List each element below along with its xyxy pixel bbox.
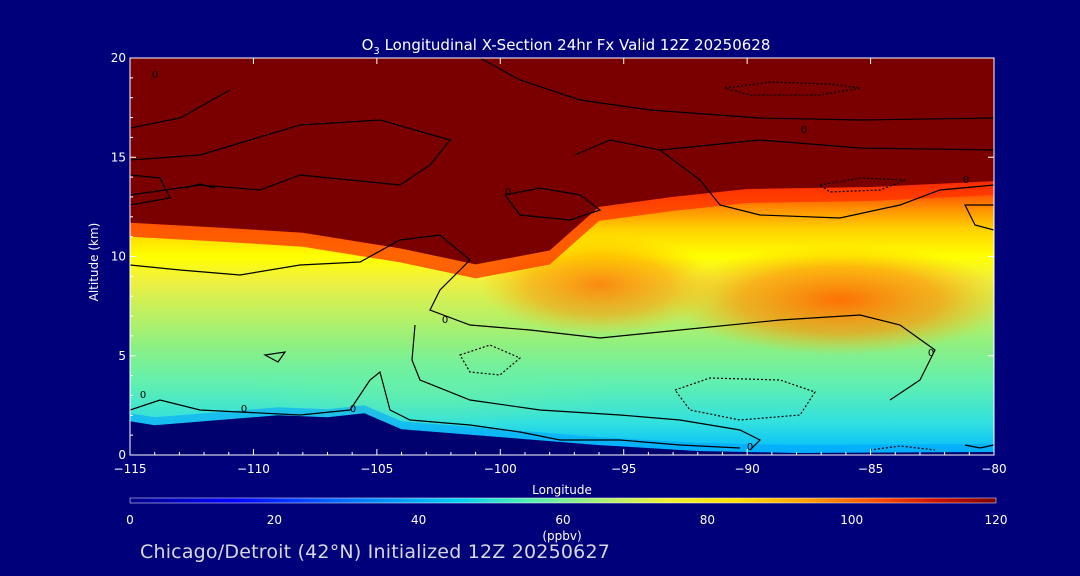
contour-line bbox=[504, 187, 602, 221]
colorbar bbox=[129, 497, 997, 504]
contour-line bbox=[659, 139, 994, 151]
contour-line bbox=[964, 204, 994, 231]
terrain-layer bbox=[130, 405, 994, 455]
contour-line bbox=[130, 370, 741, 449]
contour-lines bbox=[130, 58, 994, 451]
colorbar-tick-label: 20 bbox=[267, 513, 282, 527]
contour-label: 0 bbox=[241, 404, 247, 415]
x-tick-label: −85 bbox=[858, 462, 883, 476]
contour-line bbox=[411, 324, 762, 451]
stratosphere-layer bbox=[130, 58, 994, 279]
contour-line bbox=[130, 119, 452, 196]
contour-line bbox=[184, 183, 216, 189]
colorbar-tick-label: 100 bbox=[840, 513, 863, 527]
x-tick-label: −95 bbox=[611, 462, 636, 476]
y-tick-label: 10 bbox=[111, 250, 126, 264]
contour-line bbox=[130, 174, 171, 206]
contour-line-dotted bbox=[724, 81, 861, 96]
x-axis: −115 −110 −105 −100 −95 −90 −85 −80 bbox=[114, 58, 1007, 476]
contour-line-dotted bbox=[674, 377, 816, 421]
terrain-region bbox=[130, 413, 994, 455]
y-tick-label: 5 bbox=[118, 349, 126, 363]
chart-title: O3 Longitudinal X-Section 24hr Fx Valid … bbox=[362, 36, 771, 57]
colorbar-tick-label: 120 bbox=[985, 513, 1008, 527]
contour-line-dotted bbox=[818, 177, 906, 193]
y-axis: 0 5 10 15 20 bbox=[111, 51, 994, 462]
colorbar-ticks: 0 20 40 60 80 100 120 bbox=[126, 513, 1007, 527]
contour-line bbox=[479, 58, 994, 121]
colorbar-label: (ppbv) bbox=[542, 529, 581, 543]
colorbar-tick-label: 0 bbox=[126, 513, 134, 527]
colorbar-tick-label: 80 bbox=[700, 513, 715, 527]
plot-area: 0 0 0 0 0 0 0 0 0 0 bbox=[130, 58, 994, 455]
x-axis-label: Longitude bbox=[532, 483, 592, 497]
contour-line-dotted bbox=[869, 445, 936, 451]
contour-label: 0 bbox=[505, 187, 511, 198]
x-tick-label: −110 bbox=[237, 462, 270, 476]
y-axis-label: Altitude (km) bbox=[87, 223, 101, 302]
footer-caption: Chicago/Detroit (42°N) Initialized 12Z 2… bbox=[140, 541, 611, 563]
contour-label: 0 bbox=[350, 404, 356, 415]
contour-line bbox=[574, 139, 994, 219]
x-tick-label: −100 bbox=[484, 462, 517, 476]
x-tick-label: −90 bbox=[734, 462, 759, 476]
y-tick-label: 0 bbox=[118, 448, 126, 462]
contour-label: 0 bbox=[928, 348, 934, 359]
y-tick-label: 20 bbox=[111, 51, 126, 65]
contour-line bbox=[130, 89, 231, 129]
contour-label: 0 bbox=[152, 70, 158, 81]
colorbar-tick-label: 40 bbox=[411, 513, 426, 527]
contour-label: 0 bbox=[963, 175, 969, 186]
x-tick-label: −80 bbox=[981, 462, 1006, 476]
y-tick-label: 15 bbox=[111, 150, 126, 164]
stratosphere-region bbox=[130, 58, 994, 265]
contour-line bbox=[263, 351, 287, 363]
colorbar-tick-label: 60 bbox=[555, 513, 570, 527]
contour-line bbox=[964, 444, 994, 449]
contour-line bbox=[130, 234, 936, 401]
contour-label: 0 bbox=[442, 315, 448, 326]
contour-line-dotted bbox=[459, 344, 522, 376]
contour-label: 0 bbox=[747, 442, 753, 453]
contour-label: 0 bbox=[140, 390, 146, 401]
contour-label-group: 0 0 0 0 0 0 0 0 0 0 bbox=[140, 70, 969, 453]
ozone-field-orange-region bbox=[670, 245, 994, 355]
x-tick-label: −115 bbox=[114, 462, 147, 476]
x-tick-label: −105 bbox=[360, 462, 393, 476]
contour-label: 0 bbox=[801, 125, 807, 136]
